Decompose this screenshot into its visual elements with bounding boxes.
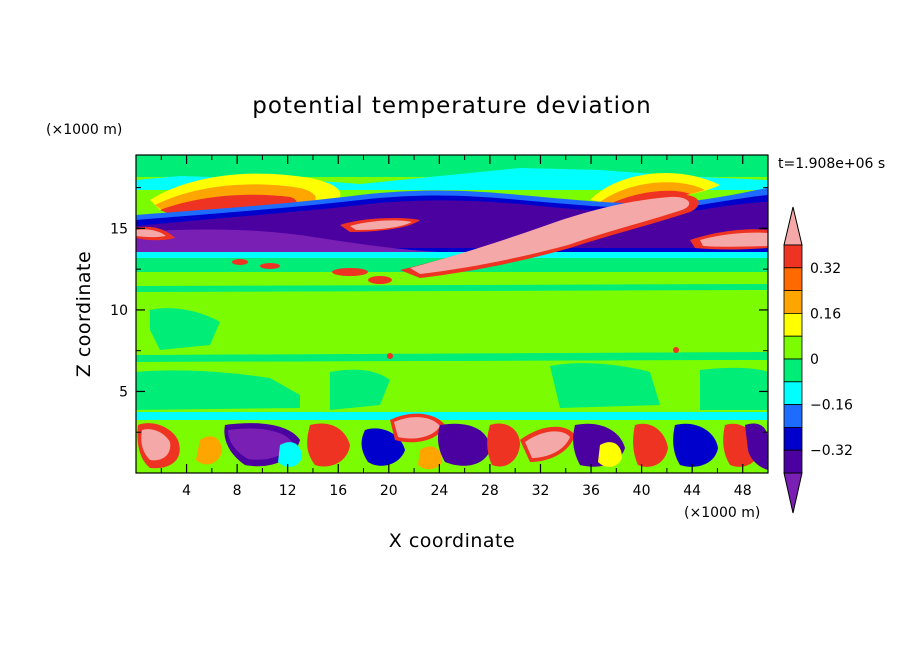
time-label: t=1.908e+06 s [778,156,885,172]
x-tick-label: 8 [233,483,242,499]
x-tick-label: 36 [582,483,600,499]
x-axis-ticks: 4 8 12 16 20 24 28 32 36 40 44 48 [160,155,752,499]
y-axis-ticks: 5 10 15 [110,187,768,433]
colorbar-tick-label: −0.32 [810,443,853,459]
colorbar-band [783,426,803,451]
colorbar-band [783,244,803,269]
x-unit-label: (×1000 m) [684,505,760,521]
y-unit-label: (×1000 m) [46,122,122,138]
y-axis-title: Z coordinate [73,251,95,377]
plot-frame [135,154,769,474]
colorbar-under-triangle [783,472,803,514]
contour-field [136,155,768,473]
colorbar-band [783,335,803,360]
chart-title: potential temperature deviation [252,93,651,119]
colorbar-band [783,267,803,291]
colorbar-over-triangle [783,206,803,246]
x-tick-label: 16 [329,483,347,499]
x-tick-label: 12 [279,483,297,499]
colorbar: 0.32 0.16 0 −0.16 −0.32 [783,206,853,514]
colorbar-band [783,312,803,337]
x-axis-title: X coordinate [389,530,515,552]
colorbar-band [783,381,803,405]
x-tick-label: 40 [633,483,651,499]
colorbar-tick-label: 0 [810,352,819,368]
x-tick-label: 4 [182,483,191,499]
colorbar-band [783,449,803,474]
colorbar-tick-label: −0.16 [810,398,853,414]
colorbar-band [783,404,803,428]
colorbar-tick-label: 0.16 [810,306,841,322]
x-tick-label: 44 [683,483,701,499]
x-tick-label: 28 [481,483,499,499]
x-tick-label: 48 [734,483,752,499]
y-tick-label: 10 [110,303,128,319]
colorbar-tick-label: 0.32 [810,261,841,277]
x-tick-label: 32 [532,483,550,499]
y-tick-label: 5 [119,384,128,400]
colorbar-band [783,290,803,314]
x-tick-label: 20 [380,483,398,499]
colorbar-band [783,358,803,383]
y-tick-label: 15 [110,221,128,237]
x-tick-label: 24 [430,483,448,499]
